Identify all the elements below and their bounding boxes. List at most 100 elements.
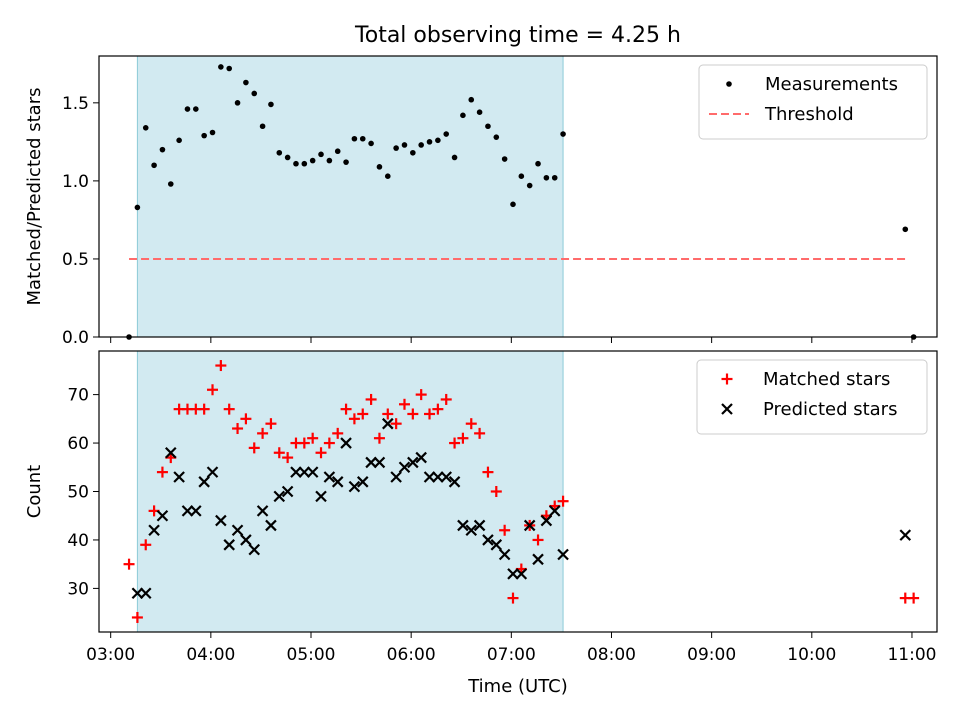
data-point: [532, 534, 544, 546]
data-point: [332, 427, 344, 439]
data-point: [507, 568, 519, 580]
data-point: [415, 451, 427, 464]
data-point: [507, 592, 519, 604]
data-point: [307, 432, 319, 444]
observing-window-span: [136, 55, 564, 338]
data-point: [334, 148, 341, 155]
x-b: [507, 568, 519, 580]
data-point: [373, 456, 386, 469]
y-tick-label: 70: [67, 386, 89, 406]
data-point: [265, 519, 277, 532]
data-point: [282, 452, 294, 464]
x-b: [173, 471, 185, 483]
data-point: [384, 173, 391, 180]
data-point: [482, 466, 494, 478]
data-point: [348, 480, 361, 493]
data-point: [234, 100, 241, 106]
data-point: [156, 466, 168, 478]
data-point: [501, 156, 508, 162]
data-point: [207, 384, 219, 396]
x-b: [223, 539, 235, 551]
x-b: [356, 476, 369, 488]
data-point: [902, 226, 909, 233]
x-b: [298, 466, 311, 478]
data-point: [140, 539, 152, 551]
data-point: [309, 157, 316, 164]
data-point: [184, 106, 191, 112]
data-point: [490, 486, 502, 497]
data-point: [273, 447, 285, 459]
data-point: [248, 543, 261, 556]
x-b: [148, 524, 160, 537]
data-point: [415, 389, 427, 401]
data-point: [259, 123, 266, 130]
data-point: [151, 162, 157, 169]
data-point: [535, 160, 541, 167]
y-tick-label: 0.5: [62, 250, 89, 270]
data-point: [167, 181, 174, 187]
data-point: [223, 539, 235, 551]
x-b: [181, 505, 194, 517]
x-b: [523, 519, 536, 532]
data-point: [468, 96, 475, 103]
x-b: [390, 471, 402, 483]
data-point: [457, 519, 469, 532]
data-point: [493, 134, 500, 140]
x-b: [490, 539, 503, 551]
x-b: [215, 514, 227, 527]
data-point: [251, 90, 258, 97]
series-measurements: [126, 64, 917, 340]
y-tick-label: 1.5: [62, 94, 89, 114]
x-tick-label: 05:00: [287, 645, 336, 665]
y-axis-label: Count: [24, 465, 45, 518]
x-tick-label: 11:00: [887, 645, 936, 665]
data-point: [560, 131, 566, 137]
x-b: [190, 505, 202, 517]
data-point: [449, 437, 461, 449]
data-point: [156, 509, 169, 522]
data-point: [293, 160, 299, 167]
data-point: [340, 437, 352, 449]
data-point: [435, 137, 441, 144]
x-b: [281, 485, 294, 498]
data-point: [340, 403, 352, 415]
data-point: [443, 131, 450, 137]
x-b: [240, 534, 252, 546]
data-point: [424, 408, 436, 420]
data-point: [290, 466, 302, 478]
x-b: [156, 509, 169, 522]
data-point: [281, 485, 294, 498]
data-point: [460, 112, 466, 119]
legend-label: Threshold: [764, 104, 854, 125]
data-point: [123, 558, 135, 570]
x-tick-label: 10:00: [787, 645, 836, 665]
x-tick-label: 08:00: [587, 645, 636, 665]
data-point: [173, 471, 185, 483]
data-point: [248, 442, 260, 454]
data-point: [473, 519, 486, 532]
data-point: [201, 132, 207, 139]
data-point: [231, 524, 244, 537]
data-point: [526, 182, 533, 189]
data-point: [265, 418, 277, 430]
data-point: [268, 101, 274, 108]
data-point: [448, 476, 461, 488]
y-tick-label: 30: [67, 579, 89, 599]
data-point: [557, 548, 569, 561]
data-point: [240, 413, 252, 425]
legend-box: [696, 359, 928, 435]
x-b: [899, 529, 912, 541]
data-point: [457, 432, 469, 444]
x-tick-label: 06:00: [387, 645, 436, 665]
series-predicted-stars: [131, 417, 912, 600]
data-point: [343, 159, 349, 165]
data-point: [193, 106, 199, 112]
data-point: [373, 432, 385, 444]
x-b: [548, 505, 561, 517]
x-b: [331, 476, 344, 488]
data-point: [423, 471, 436, 483]
x-b: [440, 471, 452, 483]
data-point: [376, 164, 383, 170]
data-point: [142, 125, 149, 131]
data-point: [209, 129, 216, 136]
